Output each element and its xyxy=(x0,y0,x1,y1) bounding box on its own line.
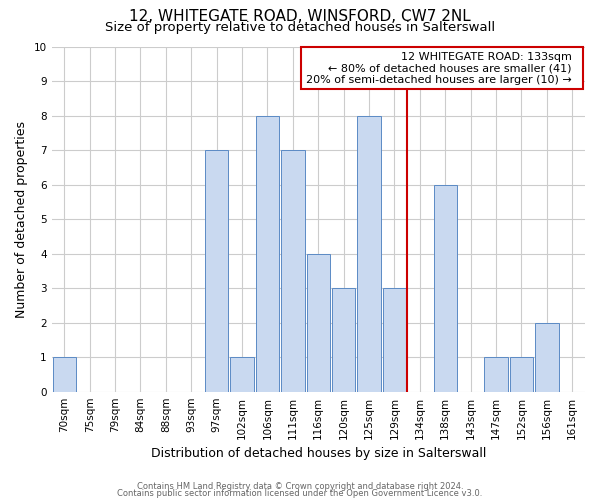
Bar xyxy=(230,357,254,392)
Bar xyxy=(358,116,381,392)
Bar xyxy=(383,288,406,392)
Bar xyxy=(535,322,559,392)
Bar xyxy=(53,357,76,392)
Bar xyxy=(307,254,330,392)
Bar xyxy=(484,357,508,392)
Text: Contains public sector information licensed under the Open Government Licence v3: Contains public sector information licen… xyxy=(118,488,482,498)
X-axis label: Distribution of detached houses by size in Salterswall: Distribution of detached houses by size … xyxy=(151,447,486,460)
Y-axis label: Number of detached properties: Number of detached properties xyxy=(15,120,28,318)
Text: 12 WHITEGATE ROAD: 133sqm  
← 80% of detached houses are smaller (41)  
20% of s: 12 WHITEGATE ROAD: 133sqm ← 80% of detac… xyxy=(306,52,578,85)
Bar xyxy=(205,150,229,392)
Bar xyxy=(510,357,533,392)
Text: 12, WHITEGATE ROAD, WINSFORD, CW7 2NL: 12, WHITEGATE ROAD, WINSFORD, CW7 2NL xyxy=(129,9,471,24)
Bar xyxy=(332,288,355,392)
Bar xyxy=(256,116,279,392)
Bar xyxy=(434,184,457,392)
Text: Size of property relative to detached houses in Salterswall: Size of property relative to detached ho… xyxy=(105,21,495,34)
Bar xyxy=(281,150,305,392)
Text: Contains HM Land Registry data © Crown copyright and database right 2024.: Contains HM Land Registry data © Crown c… xyxy=(137,482,463,491)
